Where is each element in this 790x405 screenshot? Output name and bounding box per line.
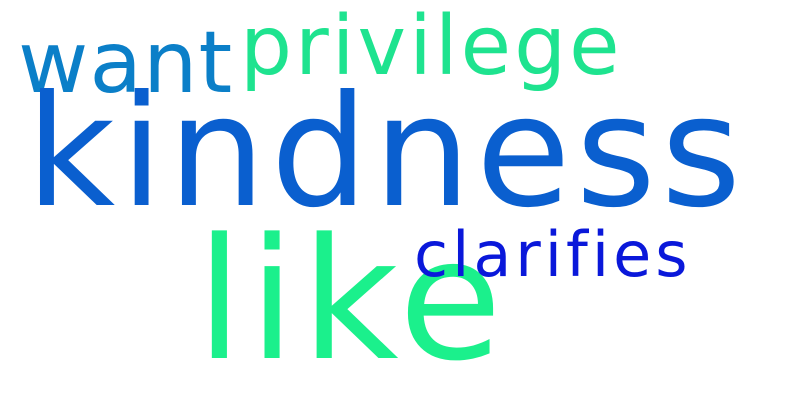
word-clarifies: clarifies [414, 218, 692, 291]
word-want: want [18, 13, 234, 113]
word-kindness: kindness [26, 63, 747, 242]
word-like: like [196, 202, 509, 398]
word-privilege: privilege [240, 0, 623, 94]
